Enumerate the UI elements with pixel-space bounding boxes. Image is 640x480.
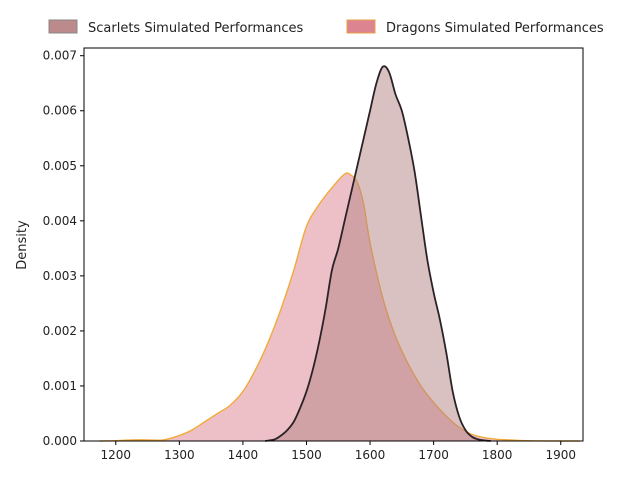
x-tick-label: 1200	[101, 448, 132, 462]
x-tick-label: 1500	[291, 448, 322, 462]
legend-label-dragons: Dragons Simulated Performances	[386, 21, 604, 36]
density-line-dragons	[99, 172, 580, 442]
legend-swatch-scarlets	[48, 19, 78, 34]
y-tick-label: 0.006	[43, 104, 77, 118]
x-tick-label: 1300	[164, 448, 195, 462]
y-tick-label: 0.000	[43, 434, 77, 448]
density-line-scarlets	[265, 65, 491, 442]
y-tick-label: 0.005	[43, 159, 77, 173]
x-axis: 1200 1300 1400 1500 1600 1700 1800 1900	[101, 441, 576, 462]
legend-label-scarlets: Scarlets Simulated Performances	[88, 21, 304, 36]
x-tick-label: 1800	[482, 448, 513, 462]
plot-frame	[83, 47, 584, 442]
legend-swatch-dragons	[346, 19, 376, 34]
x-tick-label: 1400	[228, 448, 259, 462]
x-tick-label: 1900	[545, 448, 576, 462]
legend: Scarlets Simulated Performances Dragons …	[48, 19, 604, 36]
density-area-scarlets	[265, 66, 491, 442]
y-axis-label: Density	[15, 220, 30, 270]
y-tick-label: 0.007	[43, 49, 77, 63]
x-tick-label: 1700	[418, 448, 449, 462]
y-axis: 0.000 0.001 0.002 0.003 0.004 0.005 0.006 0.007	[43, 49, 84, 448]
y-tick-label: 0.001	[43, 379, 77, 393]
x-tick-label: 1600	[355, 448, 386, 462]
y-tick-label: 0.003	[43, 269, 77, 283]
y-tick-label: 0.002	[43, 324, 77, 338]
plot-area	[99, 65, 580, 442]
y-tick-label: 0.004	[43, 214, 77, 228]
